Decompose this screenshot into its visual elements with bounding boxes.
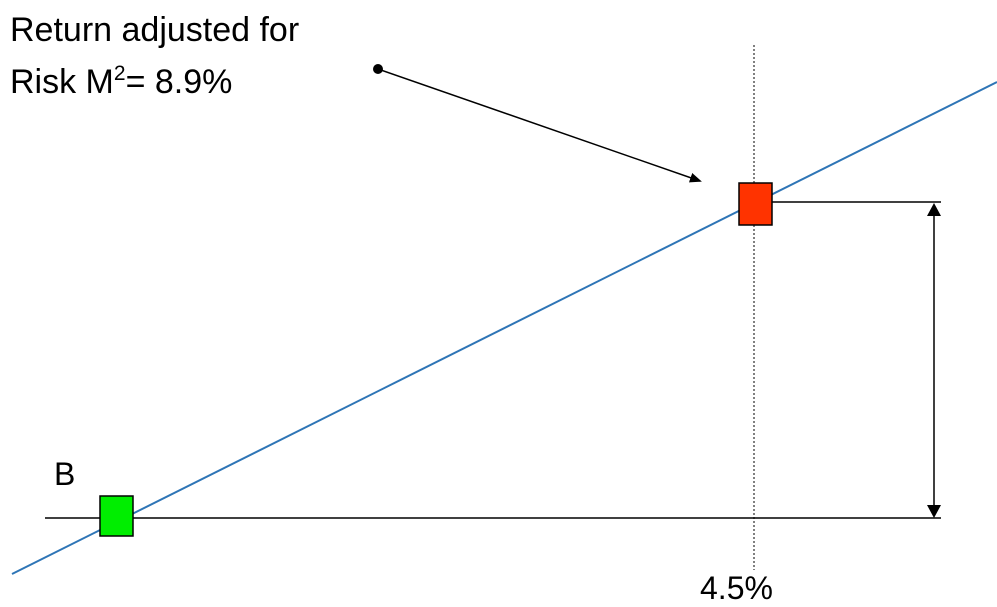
annotation-risk-label: Risk M (10, 63, 114, 101)
callout-arrow (377, 68, 702, 183)
arrow-head-top (927, 203, 941, 216)
arrow-head-bottom (927, 505, 941, 518)
point-b-label: B (54, 456, 76, 492)
capital-market-line (11, 81, 997, 575)
annotation-superscript: 2 (113, 62, 126, 85)
point-b-marker (99, 495, 134, 537)
annotation-title-line: Return adjusted for (10, 11, 300, 49)
annotation-value-line: Risk M2= 8.9% (10, 60, 232, 104)
annotation-value: = 8.9% (125, 63, 233, 101)
x-marker-label: 4.5% (700, 570, 773, 606)
risk-adjusted-point-marker (738, 182, 773, 226)
